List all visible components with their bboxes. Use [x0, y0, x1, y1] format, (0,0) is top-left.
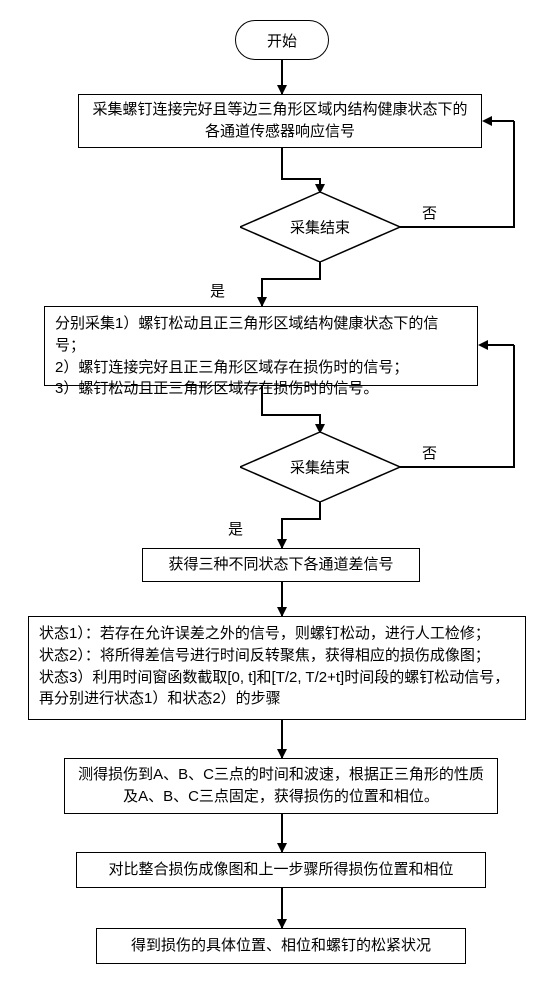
edge-line: [281, 518, 321, 520]
states-label: 状态1）：若存在允许误差之外的信号，则螺钉松动，进行人工检修； 状态2）：将所得…: [39, 623, 515, 710]
edge-line: [281, 148, 283, 178]
diff-label: 获得三种不同状态下各通道差信号: [168, 554, 393, 576]
start-node: 开始: [235, 20, 329, 60]
arrow-icon: [478, 340, 488, 350]
edge-line: [400, 466, 514, 468]
dec1-yes-label: 是: [210, 280, 225, 301]
edge-line: [319, 262, 321, 278]
edge-line: [261, 386, 263, 414]
collect-three-node: 分别采集1）螺钉松动且正三角形区域结构健康状态下的信号； 2）螺钉连接完好且正三…: [44, 306, 478, 386]
dec2-yes-label: 是: [228, 518, 243, 539]
diff-node: 获得三种不同状态下各通道差信号: [142, 548, 420, 582]
compare-label: 对比整合损伤成像图和上一步骤所得损伤位置和相位: [108, 859, 453, 881]
states-node: 状态1）：若存在允许误差之外的信号，则螺钉松动，进行人工检修； 状态2）：将所得…: [28, 616, 526, 720]
collect-healthy-label: 采集螺钉连接完好且等边三角形区域内结构健康状态下的各通道传感器响应信号: [89, 99, 471, 143]
result-node: 得到损伤的具体位置、相位和螺钉的松紧状况: [96, 928, 466, 964]
dec2-no-label: 否: [422, 442, 437, 463]
edge-line: [400, 226, 514, 228]
decision1-label: 采集结束: [290, 220, 350, 237]
edge-line: [486, 344, 514, 346]
edge-line: [261, 278, 321, 280]
result-label: 得到损伤的具体位置、相位和螺钉的松紧状况: [131, 935, 431, 957]
arrow-icon: [482, 116, 492, 126]
measure-node: 测得损伤到A、B、C三点的时间和波速，根据正三角形的性质及A、B、C三点固定，获…: [64, 758, 498, 814]
dec1-no-label: 否: [422, 202, 437, 223]
edge-line: [513, 121, 515, 228]
start-label: 开始: [267, 30, 297, 51]
decision2-label: 采集结束: [290, 460, 350, 477]
collect-healthy-node: 采集螺钉连接完好且等边三角形区域内结构健康状态下的各通道传感器响应信号: [78, 94, 482, 148]
edge-line: [281, 178, 320, 180]
measure-label: 测得损伤到A、B、C三点的时间和波速，根据正三角形的性质及A、B、C三点固定，获…: [75, 764, 487, 808]
edge-line: [319, 502, 321, 518]
decision-collect2: 采集结束: [240, 432, 400, 502]
compare-node: 对比整合损伤成像图和上一步骤所得损伤位置和相位: [76, 852, 486, 888]
edge-line: [261, 414, 320, 416]
edge-line: [513, 345, 515, 468]
edge-line: [490, 120, 514, 122]
decision-collect1: 采集结束: [240, 192, 400, 262]
